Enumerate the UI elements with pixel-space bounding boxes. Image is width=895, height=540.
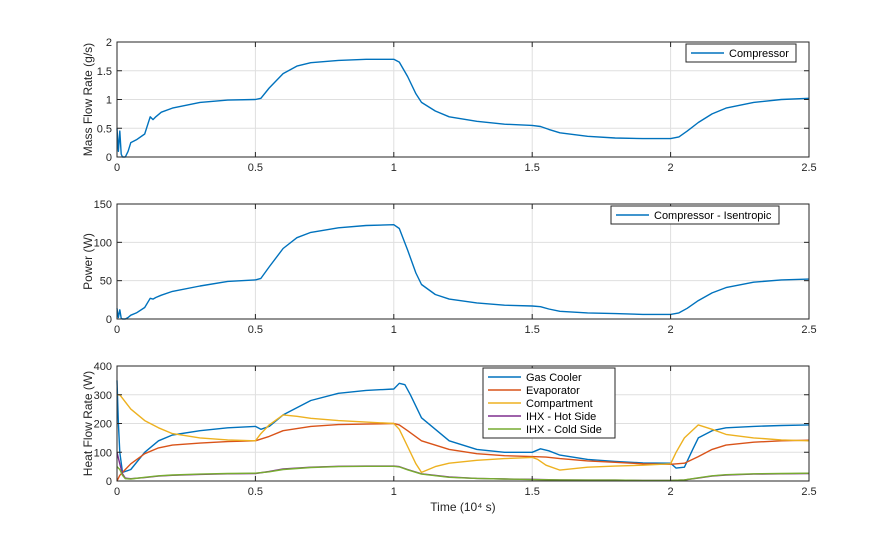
legend-entry: IHX - Cold Side	[526, 424, 602, 436]
x-tick-label: 0.5	[248, 162, 263, 174]
x-tick-label: 2	[668, 486, 674, 498]
y-axis-label: Power (W)	[81, 233, 95, 290]
subplot-2: 0 0.5 1 1.5 2 2.5 0 50 100 150 Power (W) Compressor…	[81, 199, 817, 336]
series-line-compartment	[117, 394, 810, 474]
y-tick-label: 100	[94, 237, 112, 249]
legend: Compressor - Isentropic	[610, 205, 780, 225]
y-tick-label: 400	[94, 361, 112, 373]
series-line-evaporator	[116, 422, 810, 482]
y-tick-label: 0	[106, 314, 112, 326]
y-tick-label: 0	[106, 476, 112, 488]
series-line-compressor-isentropic	[116, 224, 810, 320]
series-line-gas-cooler	[116, 380, 810, 474]
y-tick-label: 0	[106, 152, 112, 164]
x-tick-label: 2.5	[801, 324, 816, 336]
y-tick-label: 300	[94, 390, 112, 402]
legend-entry: Compressor - Isentropic	[654, 210, 772, 222]
x-tick-label: 1.5	[525, 324, 540, 336]
legend-entry: Evaporator	[526, 385, 580, 397]
legend-entry: Gas Cooler	[526, 372, 582, 384]
x-tick-label: 1.5	[525, 162, 540, 174]
x-tick-label: 2.5	[801, 486, 816, 498]
x-tick-label: 0.5	[248, 486, 263, 498]
y-tick-label: 1.5	[97, 66, 112, 78]
x-tick-label: 0	[114, 486, 120, 498]
legend: Compressor	[685, 43, 797, 63]
axes-frame	[116, 203, 810, 320]
x-tick-label: 0.5	[248, 324, 263, 336]
y-tick-label: 100	[94, 447, 112, 459]
x-tick-label: 1	[391, 324, 397, 336]
y-tick-label: 0.5	[97, 123, 112, 135]
y-axis-label: Heat Flow Rate (W)	[81, 371, 95, 476]
x-tick-label: 0	[114, 324, 120, 336]
legend-box	[610, 205, 780, 225]
y-tick-label: 50	[100, 276, 112, 288]
series-line-ihx-cold-side	[116, 465, 810, 482]
y-tick-label: 200	[94, 419, 112, 431]
legend-entry: IHX - Hot Side	[526, 411, 596, 423]
x-tick-label: 1	[391, 486, 397, 498]
legend-entry: Compressor	[729, 48, 789, 60]
legend-box	[685, 43, 797, 63]
series-line-compressor	[116, 58, 810, 158]
legend-entry: Compartment	[526, 398, 593, 410]
y-tick-label: 1	[106, 95, 112, 107]
y-tick-label: 150	[94, 199, 112, 211]
x-tick-label: 1.5	[525, 486, 540, 498]
x-axis-label: Time (10⁴ s)	[430, 500, 495, 514]
x-tick-label: 2.5	[801, 162, 816, 174]
x-tick-label: 2	[668, 324, 674, 336]
x-tick-label: 2	[668, 162, 674, 174]
x-tick-label: 0	[114, 162, 120, 174]
subplot-1: 0 0.5 1 1.5 2 2.5 0 0.5 1 1.5 2 Mass Flow Rate (g/s…	[81, 37, 817, 174]
y-axis-label: Mass Flow Rate (g/s)	[81, 43, 95, 156]
x-tick-label: 1	[391, 162, 397, 174]
y-tick-label: 2	[106, 37, 112, 49]
